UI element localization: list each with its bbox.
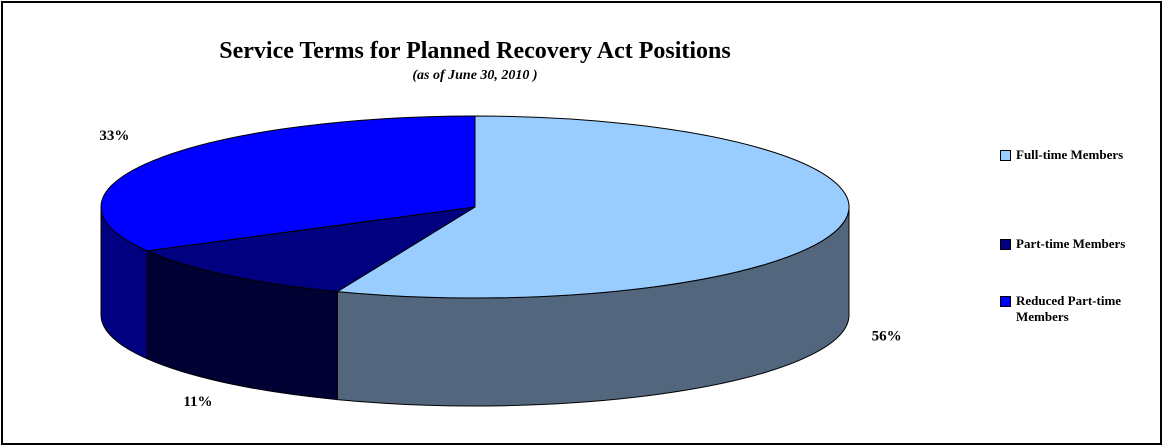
legend-item-part-time: Part-time Members [1000,236,1125,252]
legend-label-full-time: Full-time Members [1016,147,1124,162]
legend-item-full-time: Full-time Members [1000,147,1123,163]
legend-label-reduced-part-time: Reduced Part-time Members [1016,293,1122,324]
legend-item-reduced-part-time: Reduced Part-time Members [1000,293,1165,325]
legend-swatch-part-time [1000,239,1011,250]
pie-label-reduced-part-time: 33% [99,128,129,144]
legend-label-part-time: Part-time Members [1016,236,1126,251]
pie-slice-reduced-part-time [100,115,476,252]
pie-label-part-time: 11% [183,394,212,410]
chart-subtitle: (as of June 30, 2010 ) [412,68,538,83]
chart-title: Service Terms for Planned Recovery Act P… [219,38,731,64]
legend-swatch-reduced-part-time [1000,296,1011,307]
pie-slice-part-time [145,206,476,293]
legend-swatch-full-time [1000,150,1011,161]
pie-label-full-time: 56% [872,329,902,345]
pie-slice-full-time [335,115,850,299]
